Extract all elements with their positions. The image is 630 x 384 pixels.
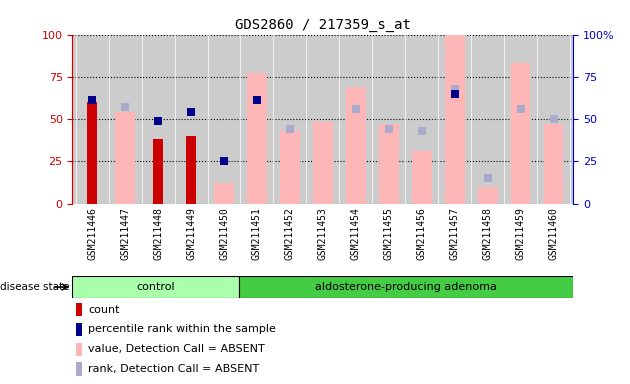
Bar — [76, 323, 83, 336]
Text: percentile rank within the sample: percentile rank within the sample — [88, 324, 276, 334]
Text: GSM211456: GSM211456 — [416, 207, 427, 260]
Bar — [186, 136, 197, 204]
Bar — [76, 362, 83, 376]
Text: GSM211452: GSM211452 — [285, 207, 295, 260]
Bar — [478, 187, 498, 204]
Text: GSM211446: GSM211446 — [87, 207, 97, 260]
Text: GSM211450: GSM211450 — [219, 207, 229, 260]
Text: rank, Detection Call = ABSENT: rank, Detection Call = ABSENT — [88, 364, 260, 374]
Bar — [115, 112, 135, 204]
Bar — [87, 102, 98, 204]
Bar — [214, 183, 234, 204]
Text: GSM211458: GSM211458 — [483, 207, 493, 260]
Bar — [280, 131, 300, 204]
Bar — [346, 87, 365, 204]
Bar — [247, 73, 267, 204]
Text: GSM211447: GSM211447 — [120, 207, 130, 260]
Bar — [544, 124, 563, 204]
Bar — [76, 343, 83, 356]
Text: GSM211459: GSM211459 — [515, 207, 525, 260]
Text: GSM211457: GSM211457 — [450, 207, 460, 260]
Bar — [379, 124, 399, 204]
Title: GDS2860 / 217359_s_at: GDS2860 / 217359_s_at — [235, 18, 411, 32]
Text: aldosterone-producing adenoma: aldosterone-producing adenoma — [316, 282, 497, 292]
Text: value, Detection Call = ABSENT: value, Detection Call = ABSENT — [88, 344, 265, 354]
Text: control: control — [137, 282, 175, 292]
Bar — [511, 63, 530, 204]
Text: disease state: disease state — [0, 282, 69, 292]
Text: GSM211448: GSM211448 — [153, 207, 163, 260]
Bar — [153, 139, 163, 204]
Text: GSM211453: GSM211453 — [318, 207, 328, 260]
Bar — [72, 276, 239, 298]
Bar — [313, 122, 333, 204]
Bar — [76, 303, 83, 316]
Bar — [239, 276, 573, 298]
Text: GSM211454: GSM211454 — [351, 207, 361, 260]
Bar — [445, 35, 464, 204]
Text: GSM211449: GSM211449 — [186, 207, 196, 260]
Bar — [412, 151, 432, 204]
Text: count: count — [88, 305, 120, 314]
Text: GSM211460: GSM211460 — [549, 207, 559, 260]
Text: GSM211455: GSM211455 — [384, 207, 394, 260]
Text: GSM211451: GSM211451 — [252, 207, 262, 260]
